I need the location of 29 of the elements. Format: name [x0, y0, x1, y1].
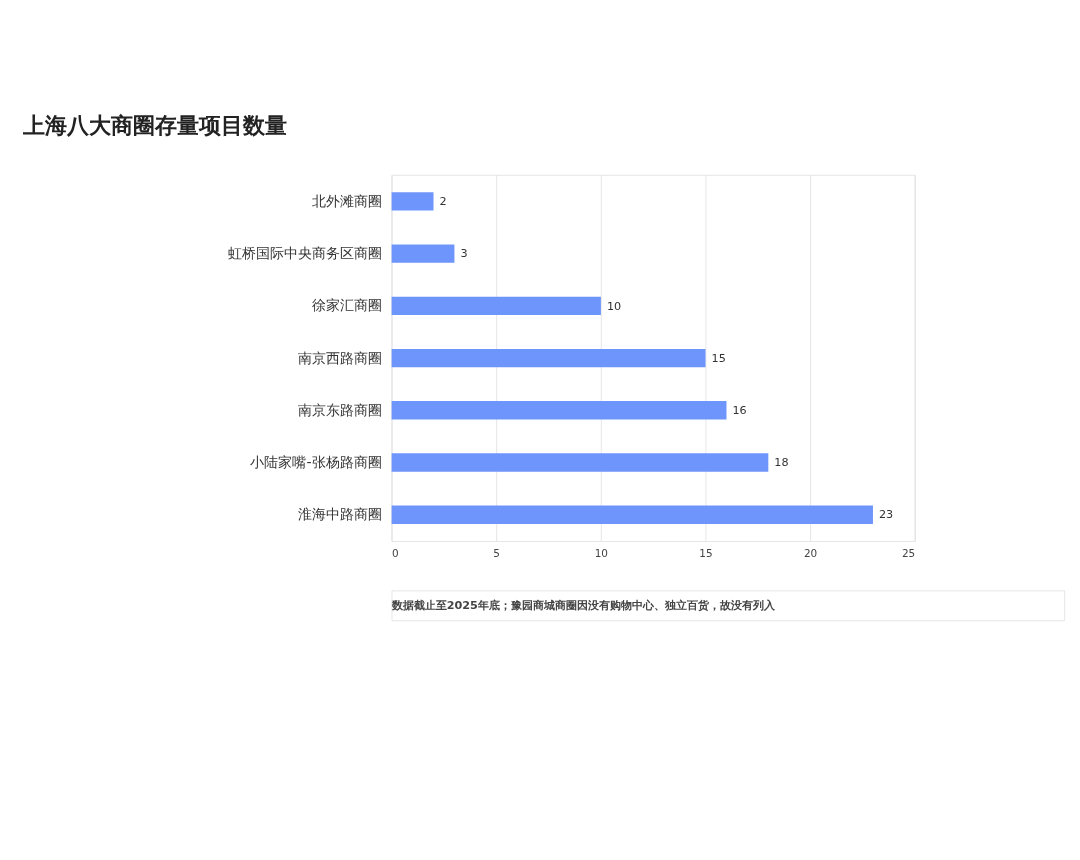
y-tick-label: 小陆家嘴-张杨路商圈: [250, 453, 382, 470]
data-label: 23: [878, 508, 894, 522]
data-label: 15: [711, 351, 726, 365]
y-tick-label: 南京西路商圈: [297, 349, 382, 366]
data-label: 10: [606, 299, 622, 313]
data-label: 3: [460, 247, 468, 261]
x-tick-label: 15: [699, 547, 713, 560]
text: 数据截止至2025年底；豫园商城商圈因没有购物中心、独立百货，故没有列入: [391, 599, 775, 613]
bar: [391, 453, 769, 472]
bar: [391, 505, 873, 524]
x-tick-label: 25: [901, 547, 916, 560]
bar: [391, 244, 455, 263]
data-label: 16: [732, 404, 747, 417]
y-tick-label: 徐家汇商圈: [311, 297, 382, 314]
y-tick-label: 虹桥国际中央商务区商圈: [227, 245, 382, 262]
x-tick-label: 20: [803, 547, 818, 560]
bar: [391, 401, 727, 420]
text: 上海八大商圈存量项目数量: [22, 112, 288, 139]
y-tick-label: 北外滩商圈: [311, 192, 382, 209]
x-tick-label: 10: [594, 547, 608, 560]
x-tick-label: 0: [392, 547, 399, 560]
data-label: 18: [774, 456, 789, 470]
bar: [391, 296, 601, 315]
y-tick-label: 南京东路商圈: [297, 401, 382, 418]
y-tick-label: 淮海中路商圈: [297, 506, 382, 523]
x-tick-label: 5: [493, 547, 500, 560]
data-label: 2: [439, 195, 447, 209]
bar: [391, 192, 434, 211]
bar: [391, 348, 706, 368]
